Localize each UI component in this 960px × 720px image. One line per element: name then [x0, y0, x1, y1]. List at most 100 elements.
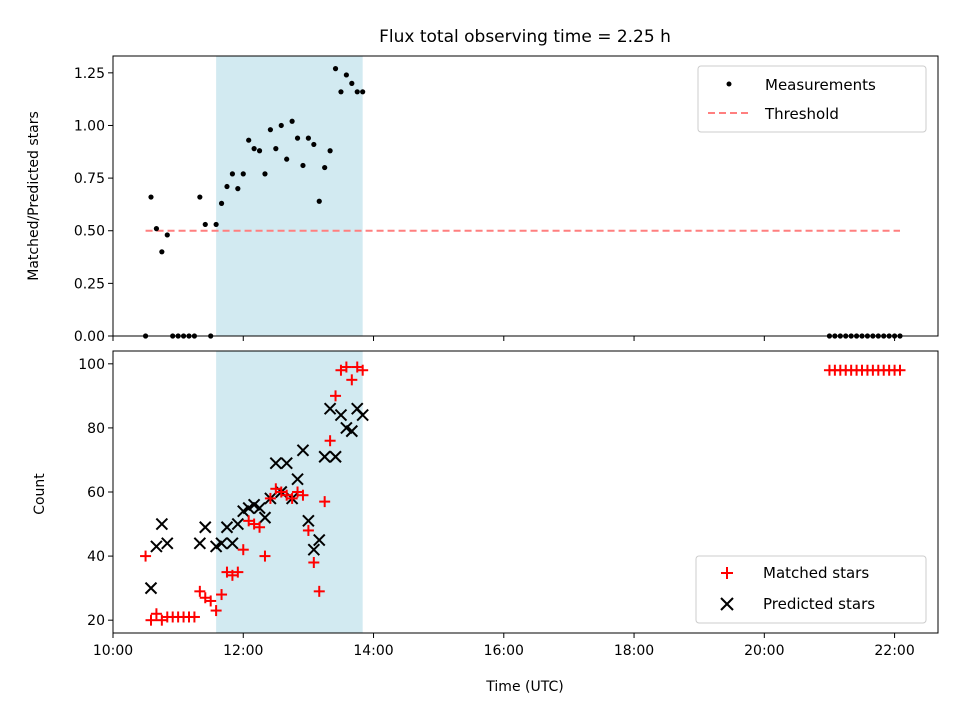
measurement-point [240, 171, 246, 177]
bottom-y-axis-label: Count [32, 473, 48, 515]
top-y-tick-label: 0.00 [74, 329, 105, 345]
top-y-axis-label: Matched/Predicted stars [26, 111, 42, 281]
top-y-tick-label: 0.50 [74, 224, 105, 240]
predicted-star-point [220, 521, 234, 534]
measurement-point [262, 171, 268, 177]
matched-star-point [302, 524, 314, 536]
matched-star-point [264, 492, 276, 504]
top-legend-box [697, 65, 927, 133]
measurement-point [148, 194, 154, 200]
matched-star-point [330, 390, 342, 402]
x-tick-label: 20:00 [744, 643, 784, 659]
bottom-y-tick-label: 40 [87, 549, 105, 565]
measurement-point [213, 221, 219, 228]
top-y-tick-label: 1.25 [74, 66, 105, 82]
legend-predicted-label: Predicted stars [763, 595, 875, 613]
top-y-axis: 0.00 0.25 0.50 0.75 1.00 1.25 [74, 66, 113, 345]
matched-star-point [286, 492, 298, 504]
bottom-highlight-span [216, 351, 363, 633]
x-tick-label: 14:00 [353, 643, 393, 659]
matched-star-point [308, 557, 320, 568]
matched-star-point [259, 550, 271, 562]
measurement-point [311, 141, 317, 148]
predicted-star-point [231, 517, 245, 531]
bottom-y-tick-label: 80 [87, 421, 105, 437]
measurement-point [164, 232, 170, 238]
bottom-y-tick-label: 100 [78, 357, 105, 373]
matched-star-point [210, 605, 222, 617]
measurement-point [360, 89, 366, 95]
measurement-point [327, 148, 333, 154]
measurement-point [251, 146, 257, 152]
predicted-star-point [356, 408, 369, 422]
matched-star-point [346, 374, 358, 386]
top-x-ticks [112, 336, 896, 341]
bottom-panel: 20 40 60 80 100 10:00 12:00 14:00 16:00 18:00 20:… [32, 350, 939, 695]
predicted-star-point [313, 533, 326, 547]
measurement-point [159, 249, 165, 255]
measurement-point [278, 122, 284, 129]
x-tick-label: 10:00 [93, 643, 133, 659]
bottom-x-axis: 10:00 12:00 14:00 16:00 18:00 20:00 22:00 [93, 633, 915, 659]
matched-star-point [894, 364, 906, 376]
matched-star-point [194, 585, 206, 597]
predicted-star-point [253, 501, 266, 515]
chart-title: Flux total observing time = 2.25 h [379, 27, 671, 47]
matched-star-point [357, 364, 369, 376]
measurement-point [256, 148, 263, 154]
x-tick-label: 12:00 [223, 643, 263, 659]
x-tick-label: 16:00 [484, 643, 524, 659]
measurement-point [197, 194, 203, 200]
predicted-star-point [318, 450, 331, 463]
predicted-star-point [155, 517, 169, 531]
measurement-point [153, 226, 160, 232]
legend-predicted-marker [720, 597, 734, 611]
predicted-star-point [345, 424, 359, 438]
x-tick-label: 18:00 [614, 643, 654, 659]
measurements-series [142, 66, 903, 339]
measurement-point [218, 200, 225, 206]
predicted-star-point [226, 537, 239, 550]
bottom-y-tick-label: 60 [87, 485, 105, 501]
measurement-point [332, 66, 339, 72]
predicted-star-point [269, 456, 283, 470]
matched-star-point [254, 521, 266, 533]
legend-threshold-label: Threshold [764, 105, 839, 123]
x-tick-label: 22:00 [874, 643, 914, 659]
legend-measurements-label: Measurements [765, 76, 876, 94]
matched-star-point [324, 435, 336, 447]
matched-star-point [188, 611, 200, 623]
predicted-star-point [329, 450, 342, 463]
predicted-star-point [334, 408, 348, 422]
measurement-point [349, 80, 355, 86]
measurement-point [284, 156, 290, 162]
measurement-point [338, 89, 344, 95]
matched-star-point [216, 589, 228, 601]
matched-star-point [145, 614, 157, 626]
matched-stars-series [140, 361, 906, 626]
top-panel: 0.00 0.25 0.50 0.75 1.00 1.25 Flux total obse… [26, 27, 939, 345]
top-highlight-span [216, 56, 363, 336]
measurement-point [294, 135, 301, 141]
predicted-stars-series [144, 402, 369, 595]
predicted-star-point [193, 537, 207, 550]
top-axes-frame [112, 55, 939, 337]
bottom-legend-box [695, 555, 927, 624]
legend-measurements-marker [726, 81, 732, 87]
measurement-point [229, 171, 236, 177]
measurement-point [322, 164, 328, 171]
predicted-star-point [144, 581, 158, 595]
matched-star-point [297, 489, 309, 501]
top-y-tick-label: 0.25 [74, 276, 105, 292]
measurement-point [273, 146, 279, 152]
top-y-tick-label: 0.75 [74, 171, 105, 187]
measurement-point [305, 135, 311, 141]
measurement-point [289, 118, 295, 124]
bottom-y-axis: 20 40 60 80 100 [78, 357, 113, 629]
matched-star-point [340, 361, 352, 373]
x-axis-label: Time (UTC) [485, 679, 563, 695]
measurement-point [316, 198, 322, 204]
bottom-legend: Matched stars Predicted stars [695, 555, 927, 624]
measurement-point [224, 183, 230, 190]
